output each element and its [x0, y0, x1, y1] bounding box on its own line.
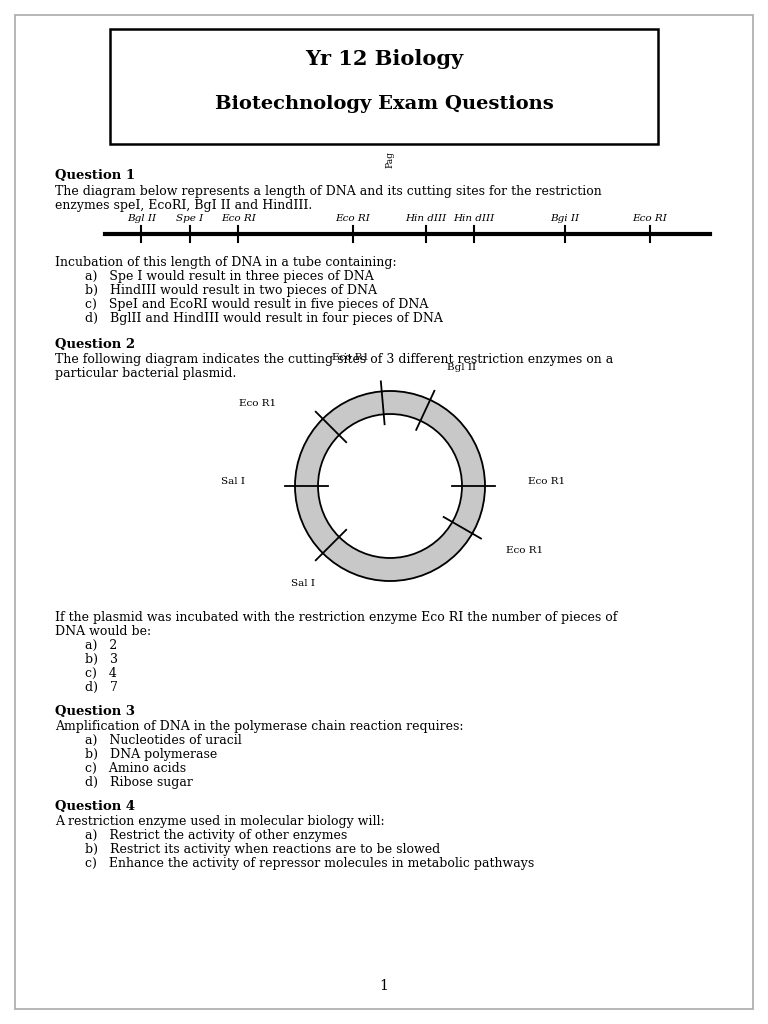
- Text: Amplification of DNA in the polymerase chain reaction requires:: Amplification of DNA in the polymerase c…: [55, 720, 464, 733]
- Text: Biotechnology Exam Questions: Biotechnology Exam Questions: [214, 95, 554, 113]
- Text: Incubation of this length of DNA in a tube containing:: Incubation of this length of DNA in a tu…: [55, 256, 396, 269]
- Bar: [110, 29, 658, 144]
- Text: The diagram below represents a length of DNA and its cutting sites for the restr: The diagram below represents a length of…: [55, 185, 602, 198]
- Circle shape: [295, 391, 485, 581]
- Text: Eco R1: Eco R1: [506, 546, 543, 555]
- Text: Bgl II: Bgl II: [127, 214, 156, 223]
- Text: Spe I: Spe I: [176, 214, 204, 223]
- Text: Question 1: Question 1: [55, 169, 135, 182]
- Circle shape: [318, 414, 462, 558]
- Text: A restriction enzyme used in molecular biology will:: A restriction enzyme used in molecular b…: [55, 815, 385, 828]
- Text: b)   3: b) 3: [85, 653, 118, 666]
- Text: Hin dIII: Hin dIII: [405, 214, 446, 223]
- Text: Eco R1: Eco R1: [332, 353, 369, 361]
- Text: c)   4: c) 4: [85, 667, 117, 680]
- Text: a)   Restrict the activity of other enzymes: a) Restrict the activity of other enzyme…: [85, 829, 347, 842]
- Text: Question 4: Question 4: [55, 800, 135, 813]
- Text: Bgl II: Bgl II: [446, 362, 475, 372]
- Text: a)   Spe I would result in three pieces of DNA: a) Spe I would result in three pieces of…: [85, 270, 374, 283]
- Text: The following diagram indicates the cutting sites of 3 different restriction enz: The following diagram indicates the cutt…: [55, 353, 614, 366]
- Text: enzymes speI, EcoRI, BgI II and HindIII.: enzymes speI, EcoRI, BgI II and HindIII.: [55, 199, 313, 212]
- Text: c)   Enhance the activity of repressor molecules in metabolic pathways: c) Enhance the activity of repressor mol…: [85, 857, 535, 870]
- Text: Pag: Pag: [386, 151, 395, 168]
- Text: d)   7: d) 7: [85, 681, 118, 694]
- Text: Question 2: Question 2: [55, 338, 135, 351]
- Text: 1: 1: [379, 979, 389, 993]
- Text: Eco R1: Eco R1: [240, 399, 276, 409]
- Text: Eco RI: Eco RI: [632, 214, 667, 223]
- Text: DNA would be:: DNA would be:: [55, 625, 151, 638]
- Text: Bgi II: Bgi II: [550, 214, 579, 223]
- Text: a)   Nucleotides of uracil: a) Nucleotides of uracil: [85, 734, 242, 746]
- Text: d)   BglII and HindIII would result in four pieces of DNA: d) BglII and HindIII would result in fou…: [85, 312, 443, 325]
- Text: c)   SpeI and EcoRI would result in five pieces of DNA: c) SpeI and EcoRI would result in five p…: [85, 298, 429, 311]
- Text: d)   Ribose sugar: d) Ribose sugar: [85, 776, 193, 790]
- Text: Yr 12 Biology: Yr 12 Biology: [305, 49, 463, 69]
- Text: Question 3: Question 3: [55, 705, 135, 718]
- Text: a)   2: a) 2: [85, 639, 118, 652]
- Text: Hin dIII: Hin dIII: [453, 214, 495, 223]
- Text: Eco R1: Eco R1: [528, 476, 565, 485]
- Text: b)   HindIII would result in two pieces of DNA: b) HindIII would result in two pieces of…: [85, 284, 377, 297]
- Text: b)   Restrict its activity when reactions are to be slowed: b) Restrict its activity when reactions …: [85, 843, 440, 856]
- Text: c)   Amino acids: c) Amino acids: [85, 762, 186, 775]
- Text: particular bacterial plasmid.: particular bacterial plasmid.: [55, 367, 237, 380]
- Text: Sal I: Sal I: [221, 476, 245, 485]
- Text: Sal I: Sal I: [291, 579, 315, 588]
- Text: Eco RI: Eco RI: [336, 214, 370, 223]
- Text: If the plasmid was incubated with the restriction enzyme Eco RI the number of pi: If the plasmid was incubated with the re…: [55, 611, 617, 624]
- Text: b)   DNA polymerase: b) DNA polymerase: [85, 748, 217, 761]
- Text: Eco RI: Eco RI: [220, 214, 256, 223]
